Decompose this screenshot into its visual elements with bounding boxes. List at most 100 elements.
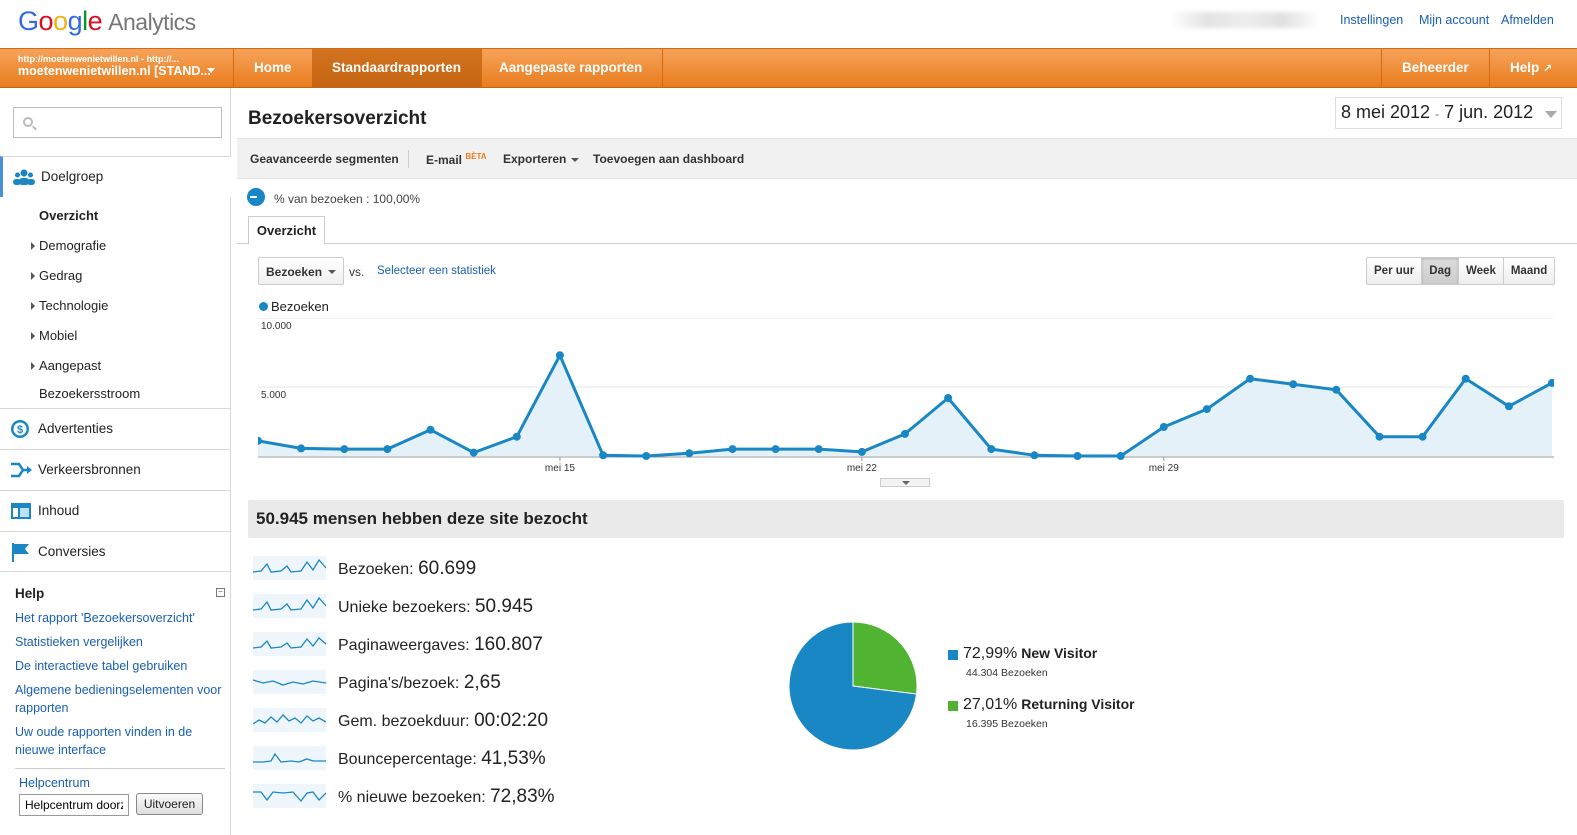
helpcenter-search-input[interactable] — [19, 794, 129, 816]
period-day-button[interactable]: Dag — [1422, 258, 1459, 284]
data-point[interactable] — [1289, 380, 1298, 389]
helpcenter-submit-button[interactable]: Uitvoeren — [136, 793, 203, 815]
my-account-link[interactable]: Mijn account — [1419, 13, 1490, 27]
data-point[interactable] — [383, 445, 392, 454]
help-link-controls[interactable]: Algemene bedieningselementen voor rappor… — [15, 683, 222, 715]
data-point[interactable] — [1548, 378, 1554, 387]
sidebar-subitem-mobile[interactable]: Mobiel — [31, 328, 77, 343]
period-month-button[interactable]: Maand — [1510, 265, 1548, 277]
divider — [15, 768, 225, 769]
pie-slice-returning-visitor[interactable] — [852, 621, 918, 695]
settings-link[interactable]: Instellingen — [1340, 13, 1404, 27]
data-point[interactable] — [1418, 432, 1427, 441]
advanced-segments-button[interactable]: Geavanceerde segmenten — [250, 152, 399, 166]
legend-percentage: 27,01% Returning Visitor — [963, 696, 1135, 714]
date-range-picker[interactable]: 8 mei 2012 - 7 jun. 2012 — [1335, 97, 1562, 129]
data-point[interactable] — [685, 449, 694, 458]
data-point[interactable] — [599, 451, 608, 460]
data-point[interactable] — [1116, 452, 1125, 460]
data-point[interactable] — [1461, 374, 1470, 383]
data-point[interactable] — [1246, 374, 1255, 383]
data-point[interactable] — [1202, 405, 1211, 414]
data-point[interactable] — [555, 351, 564, 360]
chevron-down-icon — [571, 157, 580, 162]
sidebar-subitem-technology[interactable]: Technologie — [31, 298, 108, 313]
data-point[interactable] — [469, 448, 478, 457]
metric-value: 60.699 — [418, 558, 477, 579]
tab-bar-line — [237, 243, 1577, 244]
data-point[interactable] — [728, 445, 737, 454]
period-hourly-button[interactable]: Per uur — [1367, 258, 1423, 284]
top-header: Google Analytics Instellingen Mijn accoun… — [0, 0, 1577, 48]
export-label: Exporteren — [503, 152, 567, 166]
legend-name[interactable]: New Visitor — [1021, 645, 1098, 661]
sidebar-subitem-visitor-flow[interactable]: Bezoekersstroom — [39, 386, 141, 401]
data-point[interactable] — [1332, 385, 1341, 394]
metric-sparkline — [253, 594, 326, 618]
sidebar-item-label: Conversies — [38, 544, 106, 559]
data-point[interactable] — [857, 447, 866, 456]
data-point[interactable] — [340, 445, 349, 454]
tab-overview[interactable]: Overzicht — [248, 216, 325, 245]
profile-selector[interactable]: http://moetenwenietwillen.nl - http://..… — [0, 49, 234, 87]
help-link-compare[interactable]: Statistieken vergelijken — [15, 635, 143, 649]
metric-row: Unieke bezoekers: 50.945 — [253, 594, 593, 622]
pie-slice-new-visitor[interactable] — [788, 621, 918, 751]
chart-collapse-handle[interactable] — [880, 478, 930, 487]
sidebar-item-audience[interactable]: Doelgroep — [0, 156, 231, 197]
sidebar-item-advertising[interactable]: $ Advertenties — [0, 408, 231, 449]
google-analytics-logo[interactable]: Google Analytics — [18, 6, 196, 37]
data-point[interactable] — [1375, 432, 1384, 441]
data-point[interactable] — [512, 432, 521, 441]
period-week-button[interactable]: Week — [1459, 258, 1504, 284]
chevron-down-icon — [207, 68, 215, 73]
data-point[interactable] — [258, 436, 262, 445]
add-to-dashboard-button[interactable]: Toevoegen aan dashboard — [593, 152, 745, 166]
divider — [408, 150, 409, 168]
sign-out-link[interactable]: Afmelden — [1501, 13, 1554, 27]
sidebar-item-conversions[interactable]: Conversies — [0, 531, 231, 572]
data-point[interactable] — [642, 452, 651, 460]
data-point[interactable] — [297, 444, 306, 453]
sidebar-subitem-custom[interactable]: Aangepast — [31, 358, 101, 373]
data-point[interactable] — [1504, 402, 1513, 411]
data-point[interactable] — [1073, 452, 1082, 460]
sidebar-item-traffic-sources[interactable]: Verkeersbronnen — [0, 449, 231, 490]
chevron-down-icon — [328, 270, 336, 274]
legend-name[interactable]: Returning Visitor — [1021, 696, 1135, 712]
sidebar-subitem-demographics[interactable]: Demografie — [31, 238, 106, 253]
data-point[interactable] — [987, 445, 996, 454]
expand-triangle-icon — [31, 332, 35, 340]
tab-help[interactable]: Help ↗ — [1489, 49, 1572, 87]
data-point[interactable] — [1030, 451, 1039, 460]
sidebar-subitem-behavior[interactable]: Gedrag — [31, 268, 82, 283]
visits-line-chart[interactable]: 10.000 5.000 mei 15 mei 22 mei 29 — [258, 318, 1554, 478]
sidebar-search-input[interactable] — [13, 107, 222, 138]
data-point[interactable] — [771, 445, 780, 454]
tab-custom-reports[interactable]: Aangepaste rapporten — [479, 49, 664, 87]
help-link-table[interactable]: De interactieve tabel gebruiken — [15, 659, 188, 673]
help-link-old-reports[interactable]: Uw oude rapporten vinden in de nieuwe in… — [15, 725, 193, 757]
helpcenter-link[interactable]: Helpcentrum — [19, 776, 90, 790]
tab-home[interactable]: Home — [234, 49, 313, 87]
data-point[interactable] — [1159, 423, 1168, 431]
metric-select[interactable]: Bezoeken — [258, 257, 344, 285]
help-link-report[interactable]: Het rapport 'Bezoekersoverzicht' — [15, 611, 195, 625]
metric-sparkline — [253, 556, 326, 580]
sidebar-item-content[interactable]: Inhoud — [0, 490, 231, 531]
collapse-icon[interactable]: − — [216, 588, 225, 597]
sidebar-item-label: Doelgroep — [41, 169, 104, 184]
data-point[interactable] — [944, 394, 953, 402]
date-to: 7 jun. 2012 — [1444, 102, 1534, 122]
tab-admin[interactable]: Beheerder — [1381, 49, 1490, 87]
data-point[interactable] — [814, 445, 823, 454]
email-button[interactable]: E-mail BÈTA — [426, 152, 487, 167]
data-point[interactable] — [426, 425, 435, 434]
export-button[interactable]: Exporteren — [503, 152, 580, 166]
visitor-type-pie-chart[interactable] — [787, 620, 919, 752]
tab-standard-reports[interactable]: Standaardrapporten — [312, 49, 483, 87]
sidebar-subitem-overview[interactable]: Overzicht — [39, 208, 99, 223]
data-point[interactable] — [901, 429, 909, 438]
select-statistic-link[interactable]: Selecteer een statistiek — [377, 265, 496, 277]
segment-pie-icon[interactable] — [247, 188, 265, 206]
